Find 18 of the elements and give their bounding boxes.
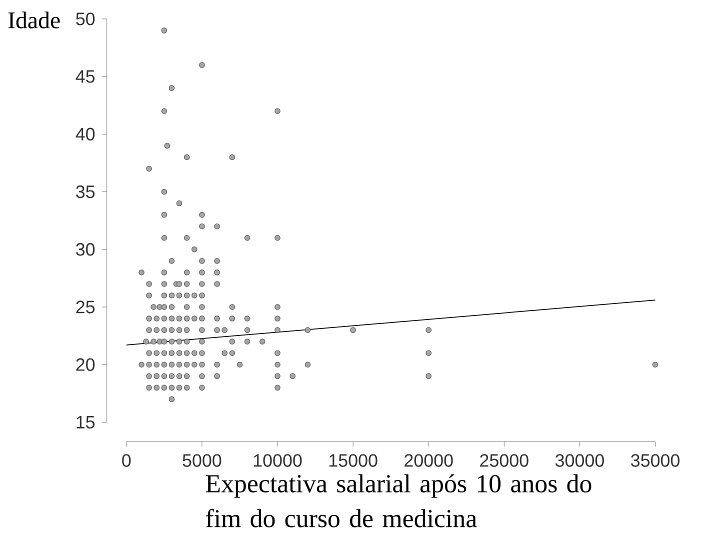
x-tick-label: 5000	[182, 454, 222, 467]
x-tick-label: 10000	[254, 454, 302, 467]
x-tick-label: 25000	[480, 454, 528, 467]
y-tick-label: 35	[76, 185, 95, 198]
y-tick-label: 20	[76, 358, 95, 371]
y-tick-label: 25	[76, 300, 95, 314]
y-axis-title: Idade	[8, 12, 60, 28]
x-tick-label: 20000	[404, 454, 453, 467]
y-tick-label: 50	[76, 12, 95, 26]
y-tick-label: 15	[76, 416, 95, 428]
x-axis-title: Expectativa salarial após 10 anos do fim do curso de medicina	[206, 474, 592, 528]
y-tick-label: 40	[76, 128, 95, 141]
x-tick-label: 15000	[329, 454, 378, 467]
y-tick-label: 30	[76, 243, 95, 256]
x-tick-label: 0	[122, 454, 131, 467]
x-tick-label: 30000	[555, 454, 604, 467]
x-tick-label: 35000	[631, 454, 680, 467]
y-tick-label: 45	[76, 70, 95, 83]
